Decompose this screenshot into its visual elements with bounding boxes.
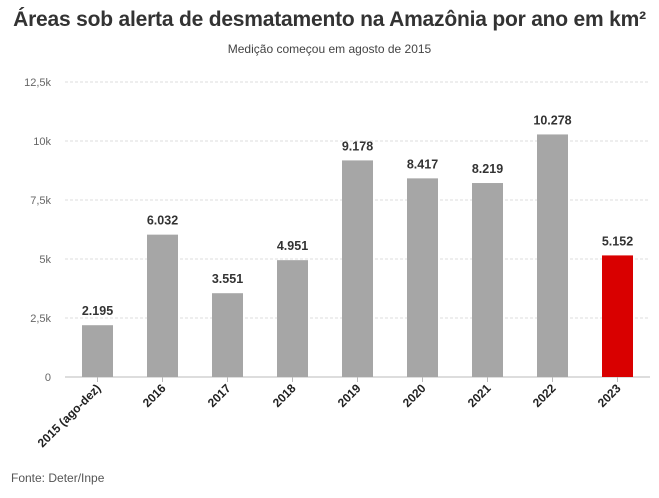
bar <box>82 325 113 377</box>
data-label: 8.417 <box>407 157 438 171</box>
x-tick-label: 2020 <box>400 381 429 410</box>
bar <box>212 293 243 377</box>
x-axis-ticks: 2015 (ago-dez) 2016 2017 2018 2019 2020 2021 20… <box>35 377 624 450</box>
bar <box>147 234 178 377</box>
bar <box>342 160 373 377</box>
x-tick-label: 2017 <box>205 381 234 410</box>
bar <box>407 178 438 377</box>
data-labels: 2.195 6.032 3.551 4.951 9.178 8.417 8.219 10.27… <box>82 113 633 318</box>
y-axis-ticks: 0 2,5k 5k 7,5k 10k 12,5k <box>24 77 51 384</box>
y-tick-label: 12,5k <box>24 77 51 89</box>
y-tick-label: 2,5k <box>30 313 51 325</box>
y-tick-label: 0 <box>45 372 51 384</box>
x-tick-label: 2021 <box>465 381 494 410</box>
source-note: Fonte: Deter/Inpe <box>11 471 105 485</box>
y-tick-label: 10k <box>33 136 51 148</box>
data-label: 2.195 <box>82 304 113 318</box>
x-tick-label: 2018 <box>270 381 299 410</box>
data-label: 6.032 <box>147 214 178 228</box>
x-tick-label: 2019 <box>335 381 364 410</box>
chart-subtitle: Medição começou em agosto de 2015 <box>227 42 432 56</box>
y-tick-label: 7,5k <box>30 195 51 207</box>
x-tick-label: 2015 (ago-dez) <box>35 381 104 450</box>
data-label: 10.278 <box>533 113 571 127</box>
x-tick-label: 2022 <box>530 381 559 410</box>
y-tick-label: 5k <box>39 254 51 266</box>
bar <box>277 260 308 377</box>
x-tick-label: 2016 <box>140 381 169 410</box>
data-label: 5.152 <box>602 234 633 248</box>
data-label: 9.178 <box>342 139 373 153</box>
bar <box>537 134 568 377</box>
chart-title: Áreas sob alerta de desmatamento na Amaz… <box>13 8 646 31</box>
data-label: 8.219 <box>472 162 503 176</box>
bar <box>602 255 633 377</box>
data-label: 4.951 <box>277 239 308 253</box>
bars <box>82 134 633 377</box>
bar <box>472 183 503 377</box>
data-label: 3.551 <box>212 272 243 286</box>
x-tick-label: 2023 <box>595 381 624 410</box>
